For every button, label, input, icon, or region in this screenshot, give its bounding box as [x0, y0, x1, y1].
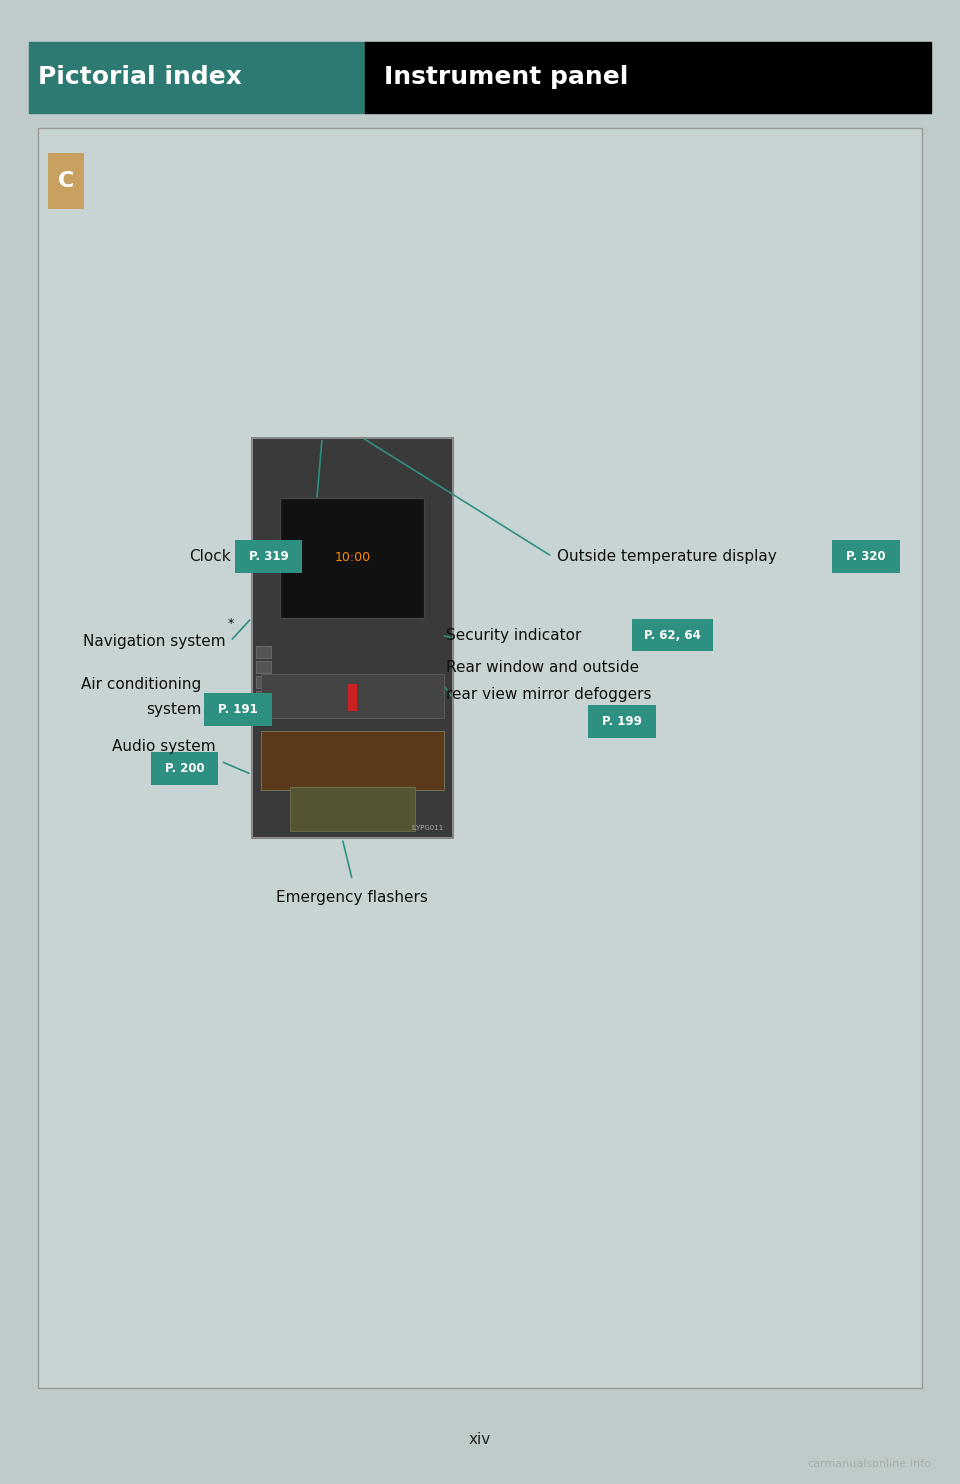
- Text: system: system: [146, 702, 202, 717]
- Text: Emergency flashers: Emergency flashers: [276, 890, 428, 905]
- Bar: [256, 692, 271, 703]
- Text: Air conditioning: Air conditioning: [82, 677, 202, 692]
- Text: P. 200: P. 200: [164, 763, 204, 775]
- Bar: [261, 732, 444, 791]
- Bar: [151, 752, 218, 785]
- Bar: [48, 153, 84, 209]
- Text: Security indicator: Security indicator: [446, 628, 582, 643]
- Text: Navigation system: Navigation system: [83, 634, 226, 649]
- Bar: [204, 693, 272, 726]
- Text: Rear window and outside: Rear window and outside: [446, 660, 639, 675]
- Bar: [588, 705, 656, 738]
- Bar: [29, 42, 365, 113]
- Text: rear view mirror defoggers: rear view mirror defoggers: [446, 687, 652, 702]
- Text: P. 320: P. 320: [846, 551, 886, 562]
- Bar: [256, 647, 271, 659]
- Text: P. 199: P. 199: [602, 715, 642, 727]
- Text: ILYPG011: ILYPG011: [411, 825, 444, 831]
- Bar: [256, 677, 271, 689]
- Text: Instrument panel: Instrument panel: [384, 65, 629, 89]
- Bar: [280, 499, 424, 617]
- Text: Audio system: Audio system: [112, 739, 216, 754]
- Text: P. 62, 64: P. 62, 64: [644, 629, 701, 641]
- Text: P. 319: P. 319: [249, 551, 289, 562]
- Bar: [365, 42, 931, 113]
- Bar: [252, 438, 453, 838]
- Text: Outside temperature display: Outside temperature display: [557, 549, 777, 564]
- Bar: [832, 540, 900, 573]
- Bar: [38, 128, 922, 1388]
- Text: P. 191: P. 191: [218, 703, 258, 715]
- Bar: [235, 540, 302, 573]
- Text: Clock: Clock: [189, 549, 230, 564]
- Bar: [632, 619, 713, 651]
- Text: 10:00: 10:00: [334, 552, 371, 564]
- Bar: [261, 674, 444, 718]
- Bar: [290, 787, 415, 831]
- Text: Pictorial index: Pictorial index: [38, 65, 242, 89]
- Text: carmanualsonline.info: carmanualsonline.info: [807, 1459, 931, 1469]
- Bar: [348, 684, 357, 711]
- Text: C: C: [58, 171, 75, 191]
- Text: *: *: [228, 617, 234, 629]
- Bar: [256, 662, 271, 674]
- Text: xiv: xiv: [468, 1432, 492, 1447]
